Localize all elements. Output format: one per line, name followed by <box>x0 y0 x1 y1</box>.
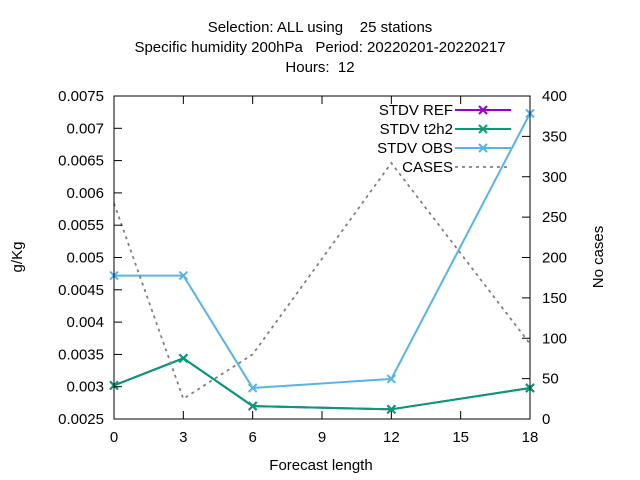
x-tick-label: 6 <box>248 429 256 446</box>
chart-title-line-1: Selection: ALL using 25 stations <box>208 19 433 36</box>
y2-tick-label: 300 <box>542 169 567 186</box>
x-tick-label: 15 <box>452 429 469 446</box>
x-tick-label: 12 <box>383 429 400 446</box>
chart-title-line-3: Hours: 12 <box>285 59 354 76</box>
data-point-stdv-obs <box>386 374 397 384</box>
axes: 0 3 6 9 12 15 18 0.0025 0.003 0.0035 0.004 0.0045 0.… <box>58 88 567 446</box>
legend-marker-stdv-ref <box>478 105 488 115</box>
y2-tick-label: 50 <box>542 371 559 388</box>
y-tick-label: 0.0055 <box>58 217 104 234</box>
y-tick-label: 0.005 <box>66 250 104 267</box>
y-tick-label: 0.006 <box>66 185 104 202</box>
data-point-stdv-t2h2 <box>178 353 189 363</box>
y2-tick-label: 150 <box>542 290 567 307</box>
y-tick-label: 0.0025 <box>58 411 104 428</box>
y2-tick-label: 200 <box>542 250 567 267</box>
y2-tick-label: 100 <box>542 330 567 347</box>
y-tick-label: 0.0065 <box>58 153 104 170</box>
x-tick-label: 3 <box>179 429 187 446</box>
series-line-cases <box>113 161 531 401</box>
legend-label-stdv-obs: STDV OBS <box>377 140 453 157</box>
data-point-stdv-t2h2 <box>386 404 397 415</box>
y2-axis-label: No cases <box>590 226 607 289</box>
x-axis-label: Forecast length <box>269 457 372 474</box>
y-tick-label: 0.0075 <box>58 88 104 105</box>
data-point-stdv-obs <box>247 383 258 393</box>
legend-marker-stdv-obs <box>478 143 488 153</box>
chart-title-line-2: Specific humidity 200hPa Period: 2022020… <box>134 39 505 56</box>
data-point-stdv-t2h2 <box>247 401 258 411</box>
x-tick-label: 0 <box>110 429 118 446</box>
legend-label-stdv-t2h2: STDV t2h2 <box>380 121 453 138</box>
legend-label-stdv-ref: STDV REF <box>379 102 453 119</box>
y-tick-label: 0.004 <box>66 314 104 331</box>
y2-tick-label: 250 <box>542 209 567 226</box>
y2-tick-label: 0 <box>542 411 550 428</box>
y-tick-label: 0.0045 <box>58 282 104 299</box>
y-tick-label: 0.007 <box>66 120 104 137</box>
data-point-stdv-obs <box>178 270 189 281</box>
y2-tick-label: 350 <box>542 128 567 145</box>
x-tick-label: 9 <box>318 429 326 446</box>
y-tick-label: 0.003 <box>66 379 104 396</box>
x-tick-label: 18 <box>522 429 539 446</box>
legend: STDV REF STDV t2h2 STDV OBS CASES <box>377 102 511 176</box>
y2-tick-label: 400 <box>542 88 567 105</box>
legend-marker-stdv-t2h2 <box>478 124 488 134</box>
y-axis-label: g/Kg <box>9 242 26 273</box>
legend-label-cases: CASES <box>402 159 453 176</box>
series-line-stdv-obs <box>114 112 531 390</box>
y-tick-label: 0.0035 <box>58 346 104 363</box>
plot-area <box>109 108 535 415</box>
